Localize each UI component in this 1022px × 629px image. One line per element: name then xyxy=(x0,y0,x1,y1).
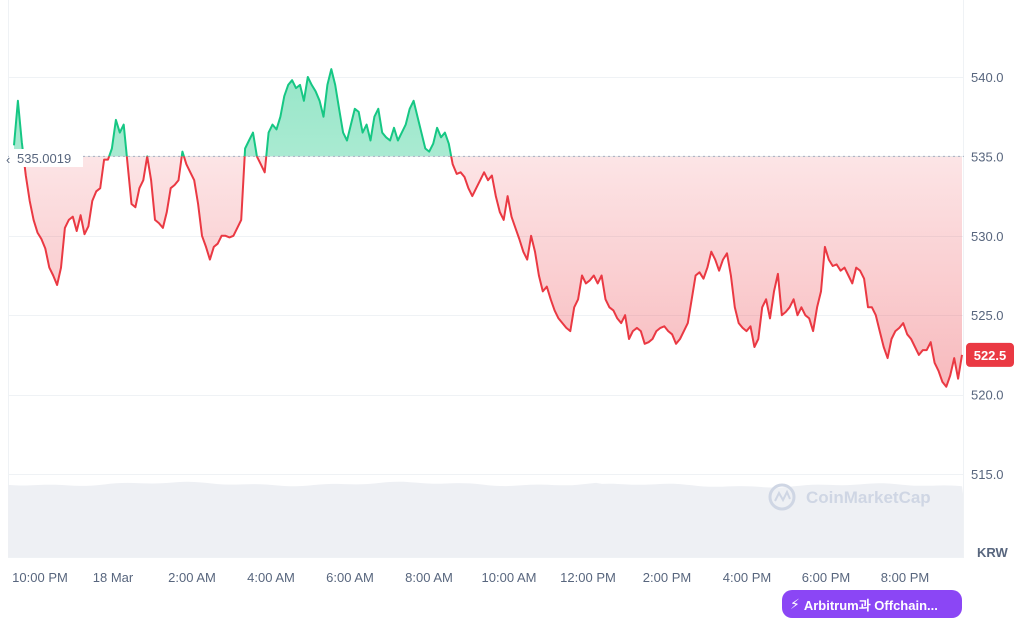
coinmarketcap-watermark: CoinMarketCap xyxy=(768,483,931,511)
x-tick-label: 6:00 PM xyxy=(802,570,850,585)
x-tick-label: 18 Mar xyxy=(93,570,134,585)
y-tick-label: 515.0 xyxy=(971,467,1004,482)
x-tick-label: 8:00 PM xyxy=(881,570,929,585)
coinmarketcap-logo-icon xyxy=(768,483,796,511)
x-tick-label: 12:00 PM xyxy=(560,570,616,585)
area-above-reference xyxy=(14,69,452,157)
current-price-value: 522.5 xyxy=(974,348,1007,363)
reference-arrow-icon: ‹ xyxy=(6,152,10,167)
x-axis-ticks: 10:00 PM 18 Mar 2:00 AM 4:00 AM 6:00 AM 8:00 … xyxy=(12,570,929,585)
plot-bottom-border xyxy=(8,557,964,558)
y-tick-label: 540.0 xyxy=(971,70,1004,85)
y-tick-label: 535.0 xyxy=(971,149,1004,164)
x-tick-label: 4:00 AM xyxy=(247,570,295,585)
volume-band xyxy=(8,481,963,557)
y-tick-label: 520.0 xyxy=(971,388,1004,403)
currency-label: KRW xyxy=(977,545,1009,560)
volume-area xyxy=(8,481,963,557)
x-tick-label: 10:00 AM xyxy=(482,570,537,585)
x-tick-label: 6:00 AM xyxy=(326,570,374,585)
reference-value-label: 535.0019 xyxy=(17,151,71,166)
area-below-reference xyxy=(14,156,962,387)
y-tick-label: 530.0 xyxy=(971,229,1004,244)
x-tick-label: 2:00 AM xyxy=(168,570,216,585)
price-line-below xyxy=(22,156,963,388)
y-tick-label: 525.0 xyxy=(971,308,1004,323)
event-marker-pill[interactable]: ⚡ Arbitrum과 Offchain... xyxy=(782,590,962,618)
x-tick-label: 8:00 AM xyxy=(405,570,453,585)
event-marker-label: Arbitrum과 Offchain... xyxy=(803,597,938,613)
y-axis-ticks: 540.0 535.0 530.0 525.0 520.0 515.0 xyxy=(971,70,1004,482)
x-tick-label: 4:00 PM xyxy=(723,570,771,585)
plot-right-border xyxy=(963,0,964,558)
lightning-icon: ⚡ xyxy=(790,595,800,612)
x-tick-label: 10:00 PM xyxy=(12,570,68,585)
plot-left-border xyxy=(8,0,9,558)
reference-label-bg xyxy=(9,149,83,167)
current-price-badge: 522.5 xyxy=(966,342,1014,367)
watermark-text: CoinMarketCap xyxy=(806,488,931,507)
x-tick-label: 2:00 PM xyxy=(643,570,691,585)
